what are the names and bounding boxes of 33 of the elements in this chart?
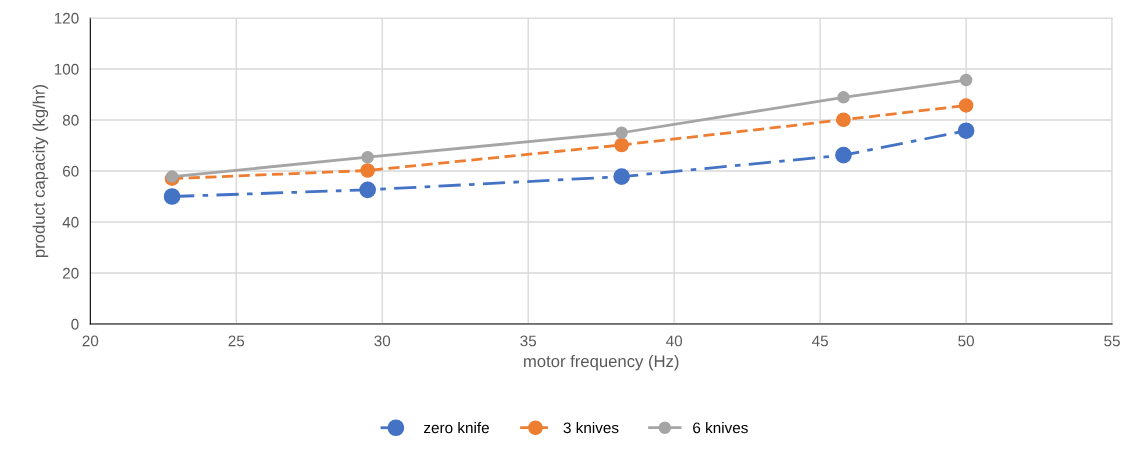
point xyxy=(361,150,374,164)
x-tick-label: 50 xyxy=(958,335,974,347)
x-tick-label: 30 xyxy=(374,335,391,347)
x-axis-title: motor frequency (Hz) xyxy=(524,354,679,371)
legend-label: 6 knives xyxy=(693,422,748,434)
y-axis-title: product capacity (kg/hr) xyxy=(32,84,49,257)
y-tick-label: 0 xyxy=(71,318,79,330)
point xyxy=(359,181,376,199)
y-tick-label: 80 xyxy=(62,114,79,126)
x-tick-label: 35 xyxy=(520,335,537,347)
point xyxy=(163,188,181,205)
y-tick-label: 100 xyxy=(54,63,79,75)
point xyxy=(959,73,973,87)
legend-label: 3 knives xyxy=(563,422,619,434)
point xyxy=(836,112,851,128)
legend-label: zero knife xyxy=(424,422,489,434)
y-tick-label: 20 xyxy=(62,267,79,279)
x-tick-label: 25 xyxy=(228,335,245,347)
point xyxy=(613,168,630,185)
point xyxy=(835,146,852,164)
point xyxy=(614,137,629,153)
point xyxy=(837,91,850,104)
point xyxy=(360,163,375,178)
x-tick-label: 20 xyxy=(82,335,99,347)
point xyxy=(957,122,975,140)
point xyxy=(958,98,974,113)
x-tick-label: 55 xyxy=(1104,335,1120,347)
y-tick-label: 40 xyxy=(62,216,79,228)
y-tick-label: 60 xyxy=(62,165,79,177)
x-tick-label: 45 xyxy=(811,335,828,347)
x-tick-label: 40 xyxy=(666,335,683,347)
y-tick-label: 120 xyxy=(54,12,79,24)
point xyxy=(615,126,628,140)
